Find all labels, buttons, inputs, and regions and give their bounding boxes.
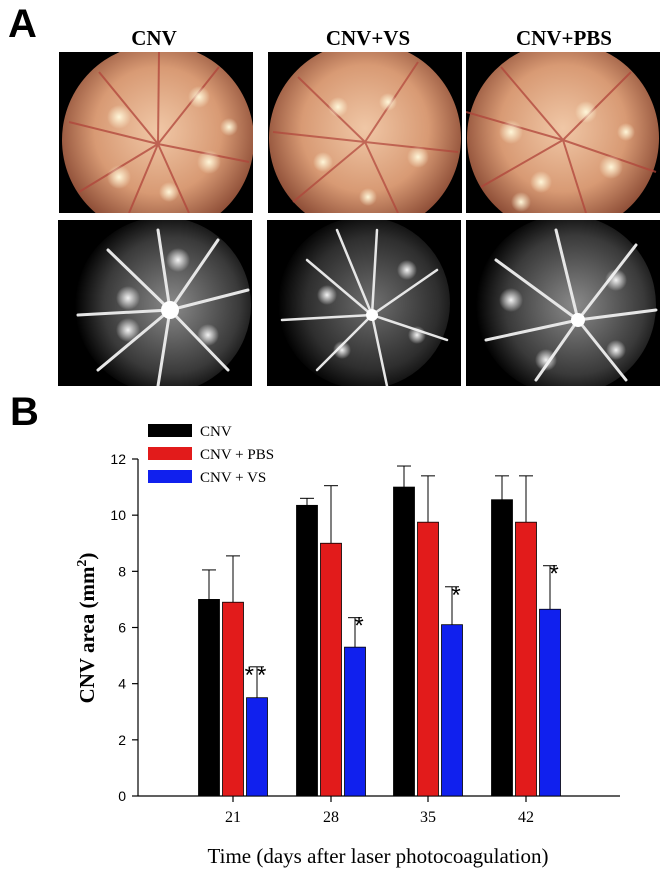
bar-cnv-pbs-day-42 <box>515 521 537 797</box>
angiogram-cnv-pbs <box>466 220 660 386</box>
legend-label: CNV + VS <box>200 470 266 486</box>
legend-label: CNV + PBS <box>200 447 274 463</box>
fundus-photo-cnv-vs-image <box>269 52 461 213</box>
bar-cnv-pbs-day-28 <box>320 542 342 797</box>
bar-cnv-day-42 <box>491 499 513 797</box>
fundus-photo-cnv-vs <box>268 52 462 213</box>
bar-cnv-day-28 <box>296 504 318 797</box>
chart-legend: CNV CNV + PBS CNV + VS <box>148 424 274 486</box>
fundus-photo-cnv <box>59 52 253 213</box>
x-axis-title: Time (days after laser photocoagulation) <box>208 844 549 868</box>
fundus-photo-cnv-image <box>62 52 253 213</box>
bar-cnv-vs-day-42 <box>539 608 561 797</box>
y-axis-title-superscript: 2 <box>75 560 90 567</box>
y-axis-title-main: CNV area (mm <box>75 566 99 703</box>
y-tick-label: 12 <box>110 451 126 467</box>
angiogram-cnv <box>58 220 252 386</box>
significance-marker: ** <box>245 662 270 689</box>
bar-cnv-pbs-day-35 <box>417 521 439 797</box>
significance-marker: * <box>354 613 363 640</box>
significance-marker: * <box>549 561 558 588</box>
panel-a-label: A <box>8 2 37 46</box>
fundus-photo-cnv-pbs-image <box>466 52 659 213</box>
x-tick-label: 35 <box>420 809 436 826</box>
fundus-photo-cnv-pbs <box>466 52 660 213</box>
column-title-cnv-vs: CNV+VS <box>325 26 411 50</box>
y-axis-title-close: ) <box>75 553 99 560</box>
y-tick-label: 0 <box>118 788 126 804</box>
x-tick-label: 42 <box>518 809 534 826</box>
error-bars <box>202 465 557 698</box>
legend-label: CNV <box>200 424 232 440</box>
bar-series <box>198 486 561 797</box>
x-axis-ticks: 21 28 35 42 <box>225 796 534 826</box>
y-tick-label: 6 <box>118 620 126 636</box>
bar-cnv-day-35 <box>393 486 415 797</box>
y-tick-label: 4 <box>118 676 126 692</box>
x-tick-label: 21 <box>225 809 241 826</box>
x-tick-label: 28 <box>323 809 339 826</box>
y-axis-ticks: 0 2 4 6 8 10 12 <box>110 451 138 804</box>
angiogram-cnv-image <box>75 220 251 386</box>
y-axis-title: CNV area (mm2) <box>75 553 99 704</box>
angiogram-cnv-pbs-image <box>476 220 658 386</box>
bar-cnv-vs-day-35 <box>441 624 463 797</box>
legend-swatch <box>148 424 192 437</box>
significance-markers: ***** <box>245 561 559 689</box>
y-tick-label: 2 <box>118 732 126 748</box>
bar-cnv-vs-day-28 <box>344 646 366 797</box>
column-title-cnv-pbs: CNV+PBS <box>516 26 612 50</box>
panel-b-label: B <box>10 390 39 434</box>
legend-swatch <box>148 470 192 483</box>
significance-marker: * <box>451 582 460 609</box>
bar-cnv-pbs-day-21 <box>222 601 244 797</box>
angiogram-cnv-vs-image <box>278 220 450 386</box>
column-title-cnv: CNV <box>131 26 177 50</box>
bar-cnv-vs-day-21 <box>246 697 268 797</box>
legend-swatch <box>148 447 192 460</box>
y-tick-label: 8 <box>118 563 126 579</box>
bar-cnv-day-21 <box>198 599 220 797</box>
angiogram-cnv-vs <box>267 220 461 386</box>
y-tick-label: 10 <box>110 507 126 523</box>
